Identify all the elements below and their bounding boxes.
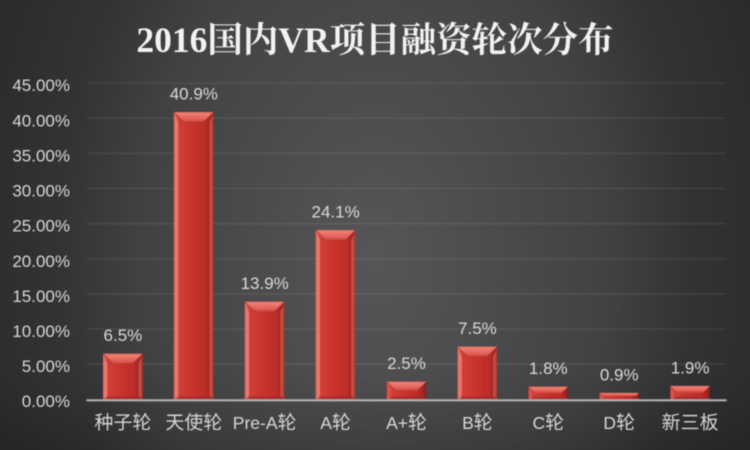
svg-text:20.00%: 20.00% (12, 252, 70, 271)
svg-text:C: C (533, 413, 546, 433)
svg-text:35.00%: 35.00% (12, 146, 70, 165)
svg-text:10.00%: 10.00% (12, 322, 70, 341)
svg-text:2.5%: 2.5% (387, 354, 426, 373)
svg-text:Pre-A: Pre-A (233, 413, 278, 433)
svg-text:VR: VR (278, 20, 330, 60)
svg-text:D: D (603, 413, 616, 433)
svg-text:1.9%: 1.9% (671, 358, 710, 377)
svg-text:5.00%: 5.00% (22, 357, 70, 376)
svg-text:1.8%: 1.8% (529, 359, 568, 378)
svg-text:0.9%: 0.9% (600, 365, 639, 384)
svg-text:24.1%: 24.1% (311, 203, 359, 222)
svg-text:6.5%: 6.5% (104, 326, 143, 345)
svg-text:45.00%: 45.00% (12, 76, 70, 95)
svg-text:7.5%: 7.5% (458, 319, 497, 338)
svg-text:0.00%: 0.00% (22, 392, 70, 411)
svg-text:A: A (320, 413, 332, 433)
svg-text:B: B (462, 413, 474, 433)
svg-text:15.00%: 15.00% (12, 287, 70, 306)
svg-text:40.9%: 40.9% (170, 85, 218, 104)
svg-text:40.00%: 40.00% (12, 111, 70, 130)
svg-text:13.9%: 13.9% (241, 274, 289, 293)
svg-text:A+: A+ (386, 413, 408, 433)
svg-text:2016: 2016 (136, 20, 207, 60)
svg-text:30.00%: 30.00% (12, 182, 70, 201)
svg-text:25.00%: 25.00% (12, 217, 70, 236)
